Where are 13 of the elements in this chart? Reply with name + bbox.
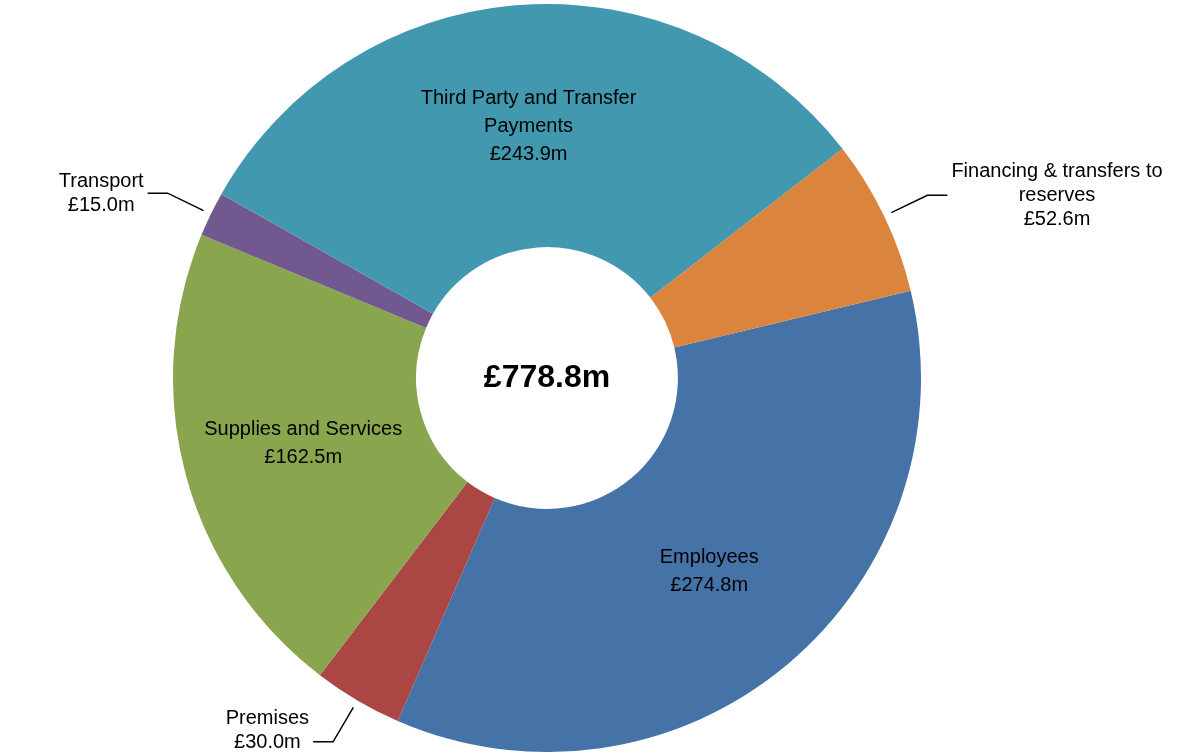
slice-label: Employees <box>659 544 759 567</box>
data-label: £162.5m <box>264 445 343 468</box>
data-label: £30.0m <box>234 729 301 752</box>
text: £778.8m <box>483 357 611 394</box>
data-label: £15.0m <box>67 192 135 215</box>
data-label: £52.6m <box>1023 206 1091 229</box>
data-label: £274.8m <box>670 572 749 595</box>
slice-label: Premises <box>225 705 310 728</box>
slice-label: Third Party and Transfer Payments <box>420 85 637 136</box>
slice-label: Financing & transfers to reserves <box>951 158 1163 205</box>
slice-label: Transport <box>58 168 145 191</box>
data-label: £243.9m <box>489 141 568 164</box>
slice-label: Supplies and Services <box>204 417 403 440</box>
